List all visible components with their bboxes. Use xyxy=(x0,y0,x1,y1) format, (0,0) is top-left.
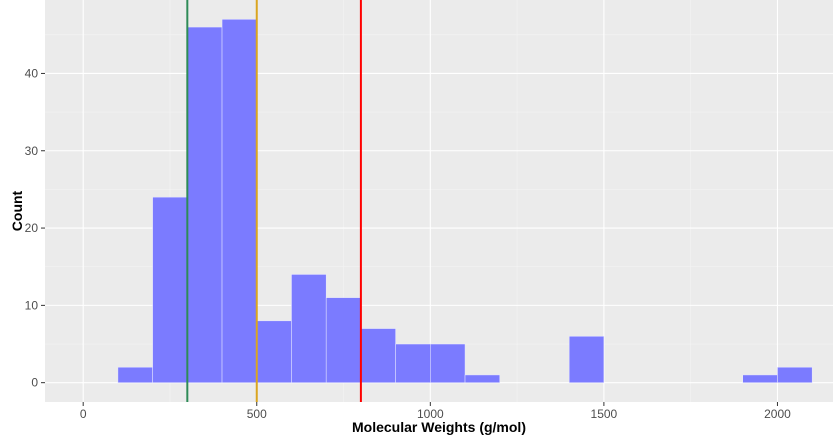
y-tick-labels: 0 10 20 30 40 xyxy=(25,66,39,389)
histogram-bar xyxy=(742,374,778,383)
y-tick-label: 20 xyxy=(25,221,39,235)
histogram-bar xyxy=(152,196,188,383)
histogram-bar xyxy=(395,343,431,383)
axis-ticks xyxy=(41,72,778,406)
x-tick-label: 0 xyxy=(80,407,87,421)
histogram-bar xyxy=(221,19,258,383)
histogram-bar xyxy=(777,366,813,383)
histogram-bar xyxy=(464,374,500,383)
y-axis-title: Count xyxy=(9,190,25,231)
x-axis-title: Molecular Weights (g/mol) xyxy=(352,419,526,435)
histogram-bar xyxy=(360,328,396,383)
y-tick-label: 0 xyxy=(31,376,38,390)
reference-lines xyxy=(186,0,362,402)
histogram-bar xyxy=(291,274,327,383)
x-tick-label: 2000 xyxy=(764,407,791,421)
y-tick-label: 10 xyxy=(25,298,39,312)
minor-gridlines xyxy=(45,0,833,402)
histogram-bar xyxy=(256,320,292,383)
y-tick-label: 40 xyxy=(25,66,39,80)
x-tick-label: 500 xyxy=(247,407,267,421)
x-tick-label: 1000 xyxy=(417,407,444,421)
histogram-bars xyxy=(117,19,813,383)
histogram-bar xyxy=(187,26,223,383)
histogram-bar xyxy=(325,297,362,383)
x-tick-label: 1500 xyxy=(591,407,618,421)
histogram-bar xyxy=(568,336,605,383)
y-tick-label: 30 xyxy=(25,144,39,158)
histogram-bar xyxy=(430,343,466,383)
histogram-bar xyxy=(117,366,153,383)
x-tick-labels: 0 500 1000 1500 2000 xyxy=(80,407,791,421)
